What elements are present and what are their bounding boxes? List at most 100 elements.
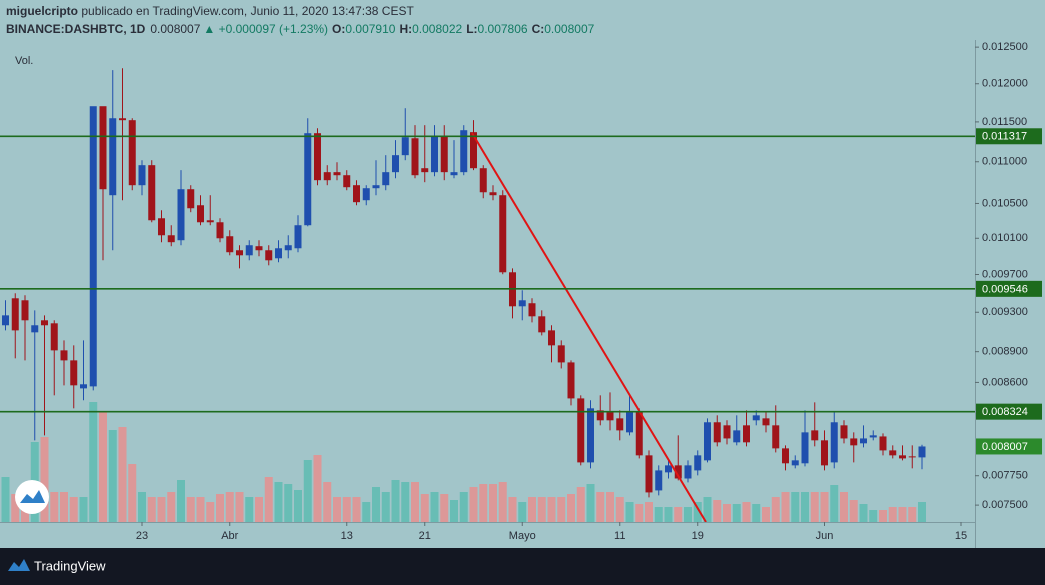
ohlc-value: 0.007910 — [345, 22, 395, 36]
volume-bar — [557, 497, 566, 522]
candle-body — [392, 155, 399, 173]
volume-bar — [401, 482, 410, 522]
volume-bar — [11, 494, 20, 522]
volume-bar — [89, 402, 98, 522]
candle-body — [635, 412, 643, 456]
ohlc-value: 0.008022 — [412, 22, 462, 36]
candle-body — [470, 132, 477, 169]
footer-bar — [0, 548, 1045, 585]
candle-body — [860, 438, 867, 444]
volume-bar — [372, 487, 380, 522]
x-tick-label: 11 — [614, 530, 625, 542]
candle-body — [401, 137, 409, 156]
candle-body — [489, 192, 497, 196]
volume-bar — [177, 480, 185, 522]
volume-bar — [264, 477, 273, 522]
volume-bar — [908, 507, 917, 522]
candle-body — [723, 425, 731, 439]
candle-body — [587, 408, 594, 463]
candle-body — [11, 298, 19, 331]
ohlc-key: O: — [332, 22, 345, 36]
candle-body — [255, 246, 263, 251]
candle-body — [752, 415, 760, 421]
candle-body — [440, 136, 448, 173]
volume-bar — [732, 504, 741, 522]
candle-body — [216, 222, 224, 239]
candle-body — [31, 325, 39, 333]
symbol: BINANCE:DASHBTC, 1D — [6, 22, 146, 36]
candle-body — [821, 440, 828, 466]
volume-bar — [810, 492, 819, 522]
candle-body — [382, 172, 390, 186]
price: 0.008007 — [150, 22, 200, 36]
candle-body — [733, 430, 741, 443]
author: miguelcripto — [6, 4, 78, 18]
volume-bar — [420, 494, 429, 522]
y-tick-label: 0.008900 — [982, 346, 1028, 358]
plot-area — [1, 68, 926, 522]
candle-body — [840, 425, 848, 439]
volume-bar — [518, 502, 527, 522]
y-tick-label: 0.012000 — [982, 78, 1028, 90]
volume-bar — [771, 497, 780, 522]
candle-body — [167, 235, 175, 243]
candle-body — [762, 418, 770, 426]
volume-bar — [411, 482, 419, 522]
volume-bar — [352, 497, 361, 522]
candle-body — [275, 248, 282, 259]
candle-body — [421, 168, 429, 173]
volume-bar — [596, 492, 605, 522]
candle-body — [60, 350, 68, 361]
candle-body — [557, 345, 565, 363]
y-tick-label: 0.011000 — [982, 156, 1027, 168]
candle-body — [499, 195, 507, 273]
level-label-box — [976, 128, 1042, 145]
volume-bar — [898, 507, 907, 522]
candle-body — [80, 384, 87, 389]
candle-body — [50, 323, 58, 351]
candle-body — [206, 220, 214, 223]
volume-bar — [654, 507, 663, 522]
candle-body — [645, 455, 653, 493]
candle-body — [89, 106, 97, 387]
candle-body — [899, 455, 906, 459]
candle-body — [606, 412, 614, 421]
volume-bar — [216, 494, 224, 522]
candle-body — [236, 250, 243, 256]
volume-bar — [791, 492, 800, 522]
volume-bar — [674, 507, 683, 522]
y-tick-label: 0.010500 — [982, 197, 1028, 209]
volume-bar — [342, 497, 351, 522]
last-price-label: 0.008007 — [982, 441, 1028, 453]
logo-circle — [15, 480, 49, 514]
volume-bar — [625, 502, 634, 522]
volume-bar — [50, 492, 59, 522]
candle-body — [743, 425, 750, 443]
volume-bar — [284, 484, 293, 522]
candle-body — [889, 450, 897, 456]
candle-body — [284, 245, 292, 251]
volume-bar — [498, 482, 507, 522]
volume-bar — [138, 492, 146, 522]
candle-body — [99, 106, 107, 190]
candle-body — [411, 138, 419, 176]
volume-bar — [235, 492, 244, 522]
candle-body — [567, 362, 575, 399]
volume-bar — [762, 507, 770, 522]
y-tick-label: 0.007750 — [982, 470, 1028, 482]
ohlc-value: 0.007806 — [478, 22, 528, 36]
candle-body — [830, 422, 838, 463]
volume-bar — [586, 484, 595, 522]
level-label: 0.008324 — [982, 406, 1028, 418]
volume-bar — [615, 497, 624, 522]
footer-logo — [8, 559, 30, 571]
volume-bar — [830, 485, 839, 522]
volume-bar — [1, 477, 10, 522]
volume-bar — [450, 500, 458, 522]
candle-body — [577, 398, 585, 463]
volume-bar — [313, 455, 322, 522]
trend-line — [471, 132, 707, 523]
candle-body — [314, 133, 321, 181]
volume-label: Vol. — [15, 55, 33, 67]
candle-body — [109, 118, 117, 196]
